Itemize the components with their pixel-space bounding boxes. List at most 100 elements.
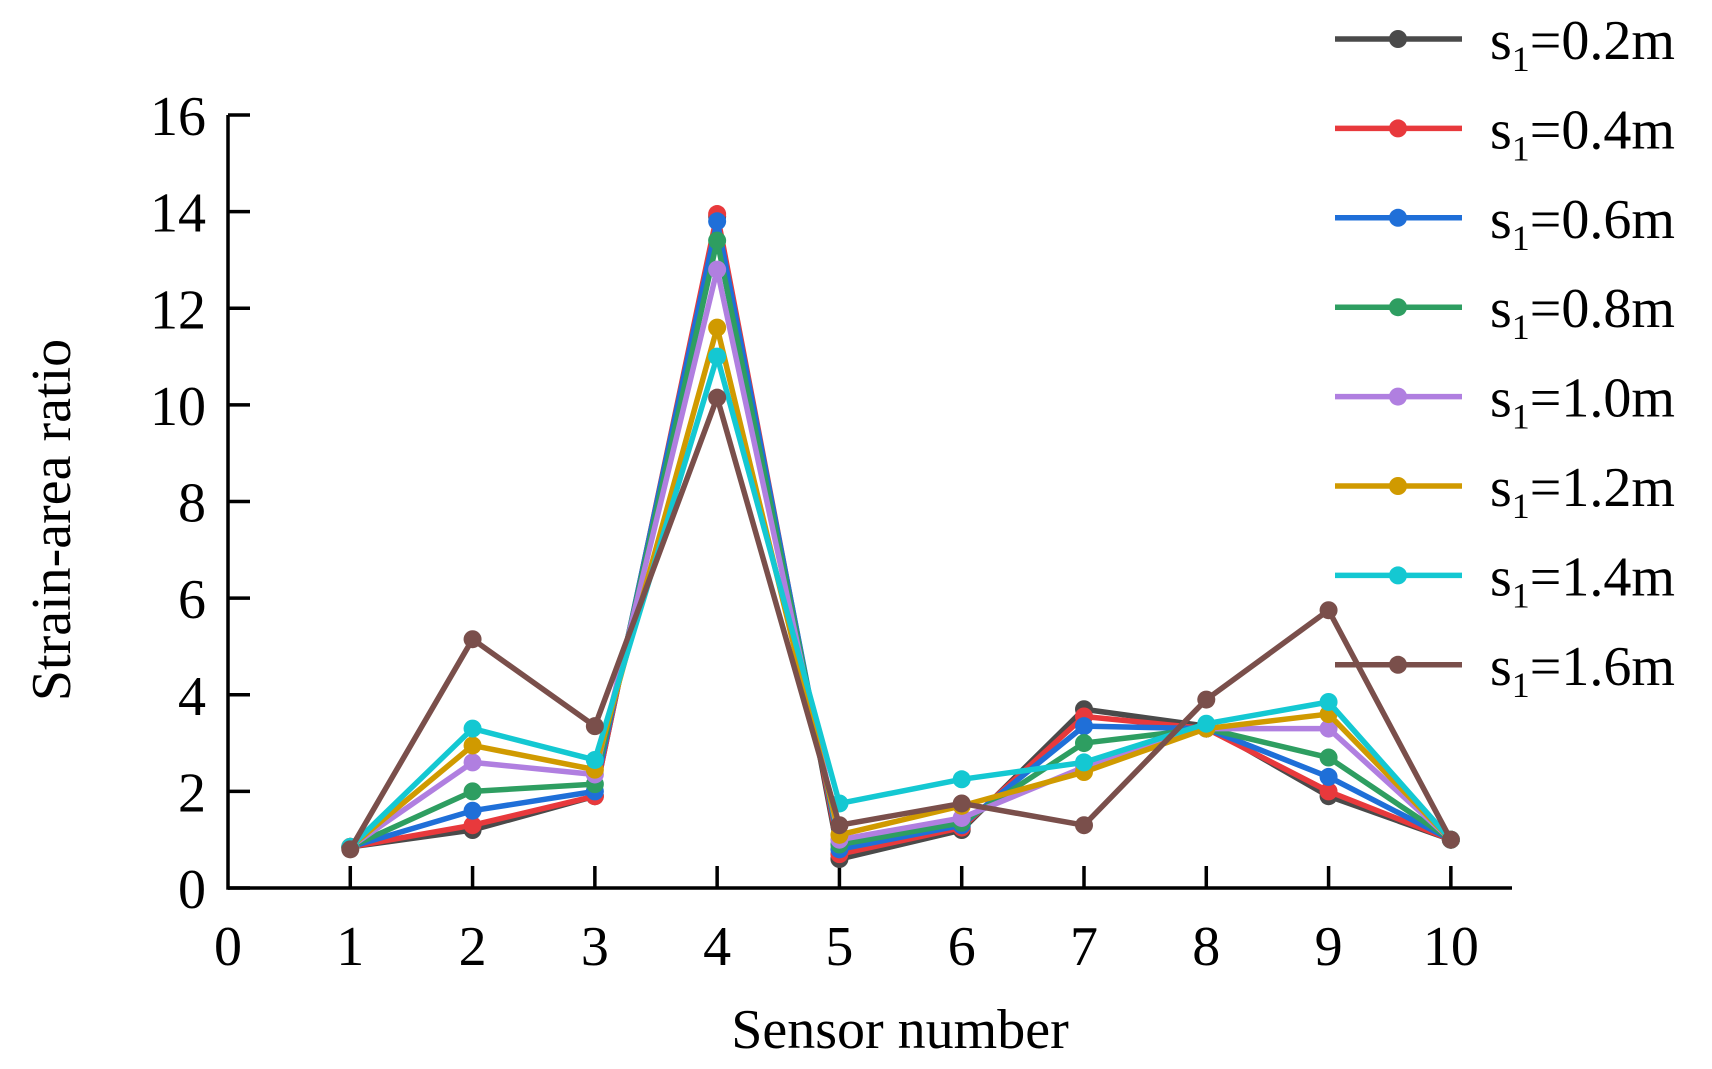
legend-label: s1=0.4m	[1490, 99, 1675, 168]
x-tick-label: 5	[825, 916, 853, 978]
legend-label: s1=0.8m	[1490, 278, 1675, 347]
data-point	[1197, 690, 1216, 709]
data-point	[830, 816, 849, 835]
legend-label-suffix: =0.2m	[1530, 10, 1675, 72]
series-line	[348, 266, 1453, 850]
data-point	[1319, 782, 1338, 801]
series-line	[347, 394, 1454, 851]
y-tick-label: 10	[150, 376, 206, 438]
series-6	[341, 347, 1460, 856]
y-tick-label: 0	[178, 859, 206, 921]
legend-label-suffix: =1.2m	[1530, 457, 1675, 519]
x-axis-label: Sensor number	[731, 999, 1069, 1061]
legend-swatch-marker	[1389, 119, 1407, 138]
legend-label-subscript: 1	[1512, 128, 1530, 168]
legend-item: s1=1.0m	[1335, 368, 1675, 437]
legend-label-suffix: =1.4m	[1530, 546, 1675, 608]
legend-label-prefix: s	[1490, 10, 1512, 72]
legend-label: s1=0.6m	[1490, 189, 1675, 258]
legend-label-subscript: 1	[1512, 575, 1530, 615]
legend-label-subscript: 1	[1512, 486, 1530, 526]
data-point	[585, 717, 604, 736]
legend-swatch-marker	[1389, 566, 1407, 585]
legend-label: s1=1.2m	[1490, 457, 1675, 526]
series-line	[348, 353, 1453, 849]
data-point	[708, 231, 727, 250]
legend-label: s1=0.2m	[1490, 10, 1675, 79]
data-point	[1075, 753, 1093, 772]
x-tick-label: 1	[336, 916, 364, 978]
data-point	[1319, 748, 1338, 767]
data-point	[463, 801, 482, 820]
legend-label-prefix: s	[1490, 189, 1512, 251]
x-tick-label: 0	[214, 916, 242, 978]
legend-label-subscript: 1	[1512, 39, 1530, 79]
legend-label-subscript: 1	[1512, 665, 1530, 705]
data-point	[708, 347, 727, 366]
data-point	[463, 630, 482, 649]
legend-label-subscript: 1	[1512, 307, 1530, 347]
data-point	[1319, 767, 1338, 786]
data-point	[1075, 717, 1093, 736]
data-point	[463, 736, 482, 755]
legend-swatch-marker	[1389, 30, 1407, 48]
legend-label-prefix: s	[1490, 278, 1512, 340]
data-point	[1319, 692, 1338, 711]
legend-label-prefix: s	[1490, 636, 1512, 698]
legend-label: s1=1.0m	[1490, 368, 1675, 437]
data-point	[708, 212, 727, 231]
legend-label: s1=1.4m	[1490, 546, 1675, 615]
legend-swatch-marker	[1389, 208, 1407, 227]
y-axis-label: Strain-area ratio	[21, 339, 83, 701]
legend-item: s1=1.2m	[1335, 457, 1675, 526]
legend-label-suffix: =1.6m	[1530, 636, 1675, 698]
legend-swatch-marker	[1389, 298, 1407, 317]
series-2	[341, 212, 1460, 859]
legend-item: s1=0.4m	[1335, 99, 1675, 168]
legend-label-subscript: 1	[1512, 218, 1530, 258]
legend-item: s1=1.6m	[1335, 636, 1675, 705]
data-point	[1319, 601, 1338, 620]
legend-label-prefix: s	[1490, 546, 1512, 608]
data-point	[708, 318, 727, 337]
x-tick-label: 10	[1423, 916, 1479, 978]
data-point	[1075, 734, 1093, 753]
x-tick-label: 6	[948, 916, 976, 978]
data-point	[952, 770, 971, 789]
x-tick-label: 3	[581, 916, 609, 978]
legend-label-subscript: 1	[1512, 397, 1530, 437]
x-tick-label: 4	[703, 916, 731, 978]
series-line	[349, 218, 1453, 853]
data-point	[463, 719, 482, 738]
data-point	[708, 260, 727, 279]
legend-item: s1=1.4m	[1335, 546, 1675, 615]
y-tick-label: 6	[178, 569, 206, 631]
legend-item: s1=0.2m	[1335, 10, 1675, 79]
y-tick-label: 8	[178, 473, 206, 535]
series-layer	[341, 205, 1460, 869]
data-point	[708, 388, 727, 407]
legend-label-prefix: s	[1490, 99, 1512, 161]
data-point	[463, 782, 482, 801]
data-point	[463, 816, 482, 835]
legend-swatch-marker	[1389, 477, 1407, 495]
y-tick-label: 12	[150, 279, 206, 341]
x-tick-label: 2	[459, 916, 487, 978]
legend-item: s1=0.6m	[1335, 189, 1675, 258]
data-point	[463, 753, 482, 772]
legend-label: s1=1.6m	[1490, 636, 1675, 705]
legend-swatch-marker	[1389, 387, 1407, 406]
legend-label-prefix: s	[1490, 368, 1512, 430]
data-point	[1441, 830, 1460, 849]
data-point	[585, 750, 604, 769]
x-tick-label: 9	[1315, 916, 1343, 978]
legend-label-prefix: s	[1490, 457, 1512, 519]
legend-swatch-marker	[1389, 655, 1407, 674]
series-line	[349, 237, 1453, 850]
series-line	[349, 211, 1452, 857]
data-point	[1319, 719, 1338, 738]
legend-label-suffix: =0.4m	[1530, 99, 1675, 161]
data-point	[952, 794, 971, 813]
data-point	[1197, 714, 1216, 733]
